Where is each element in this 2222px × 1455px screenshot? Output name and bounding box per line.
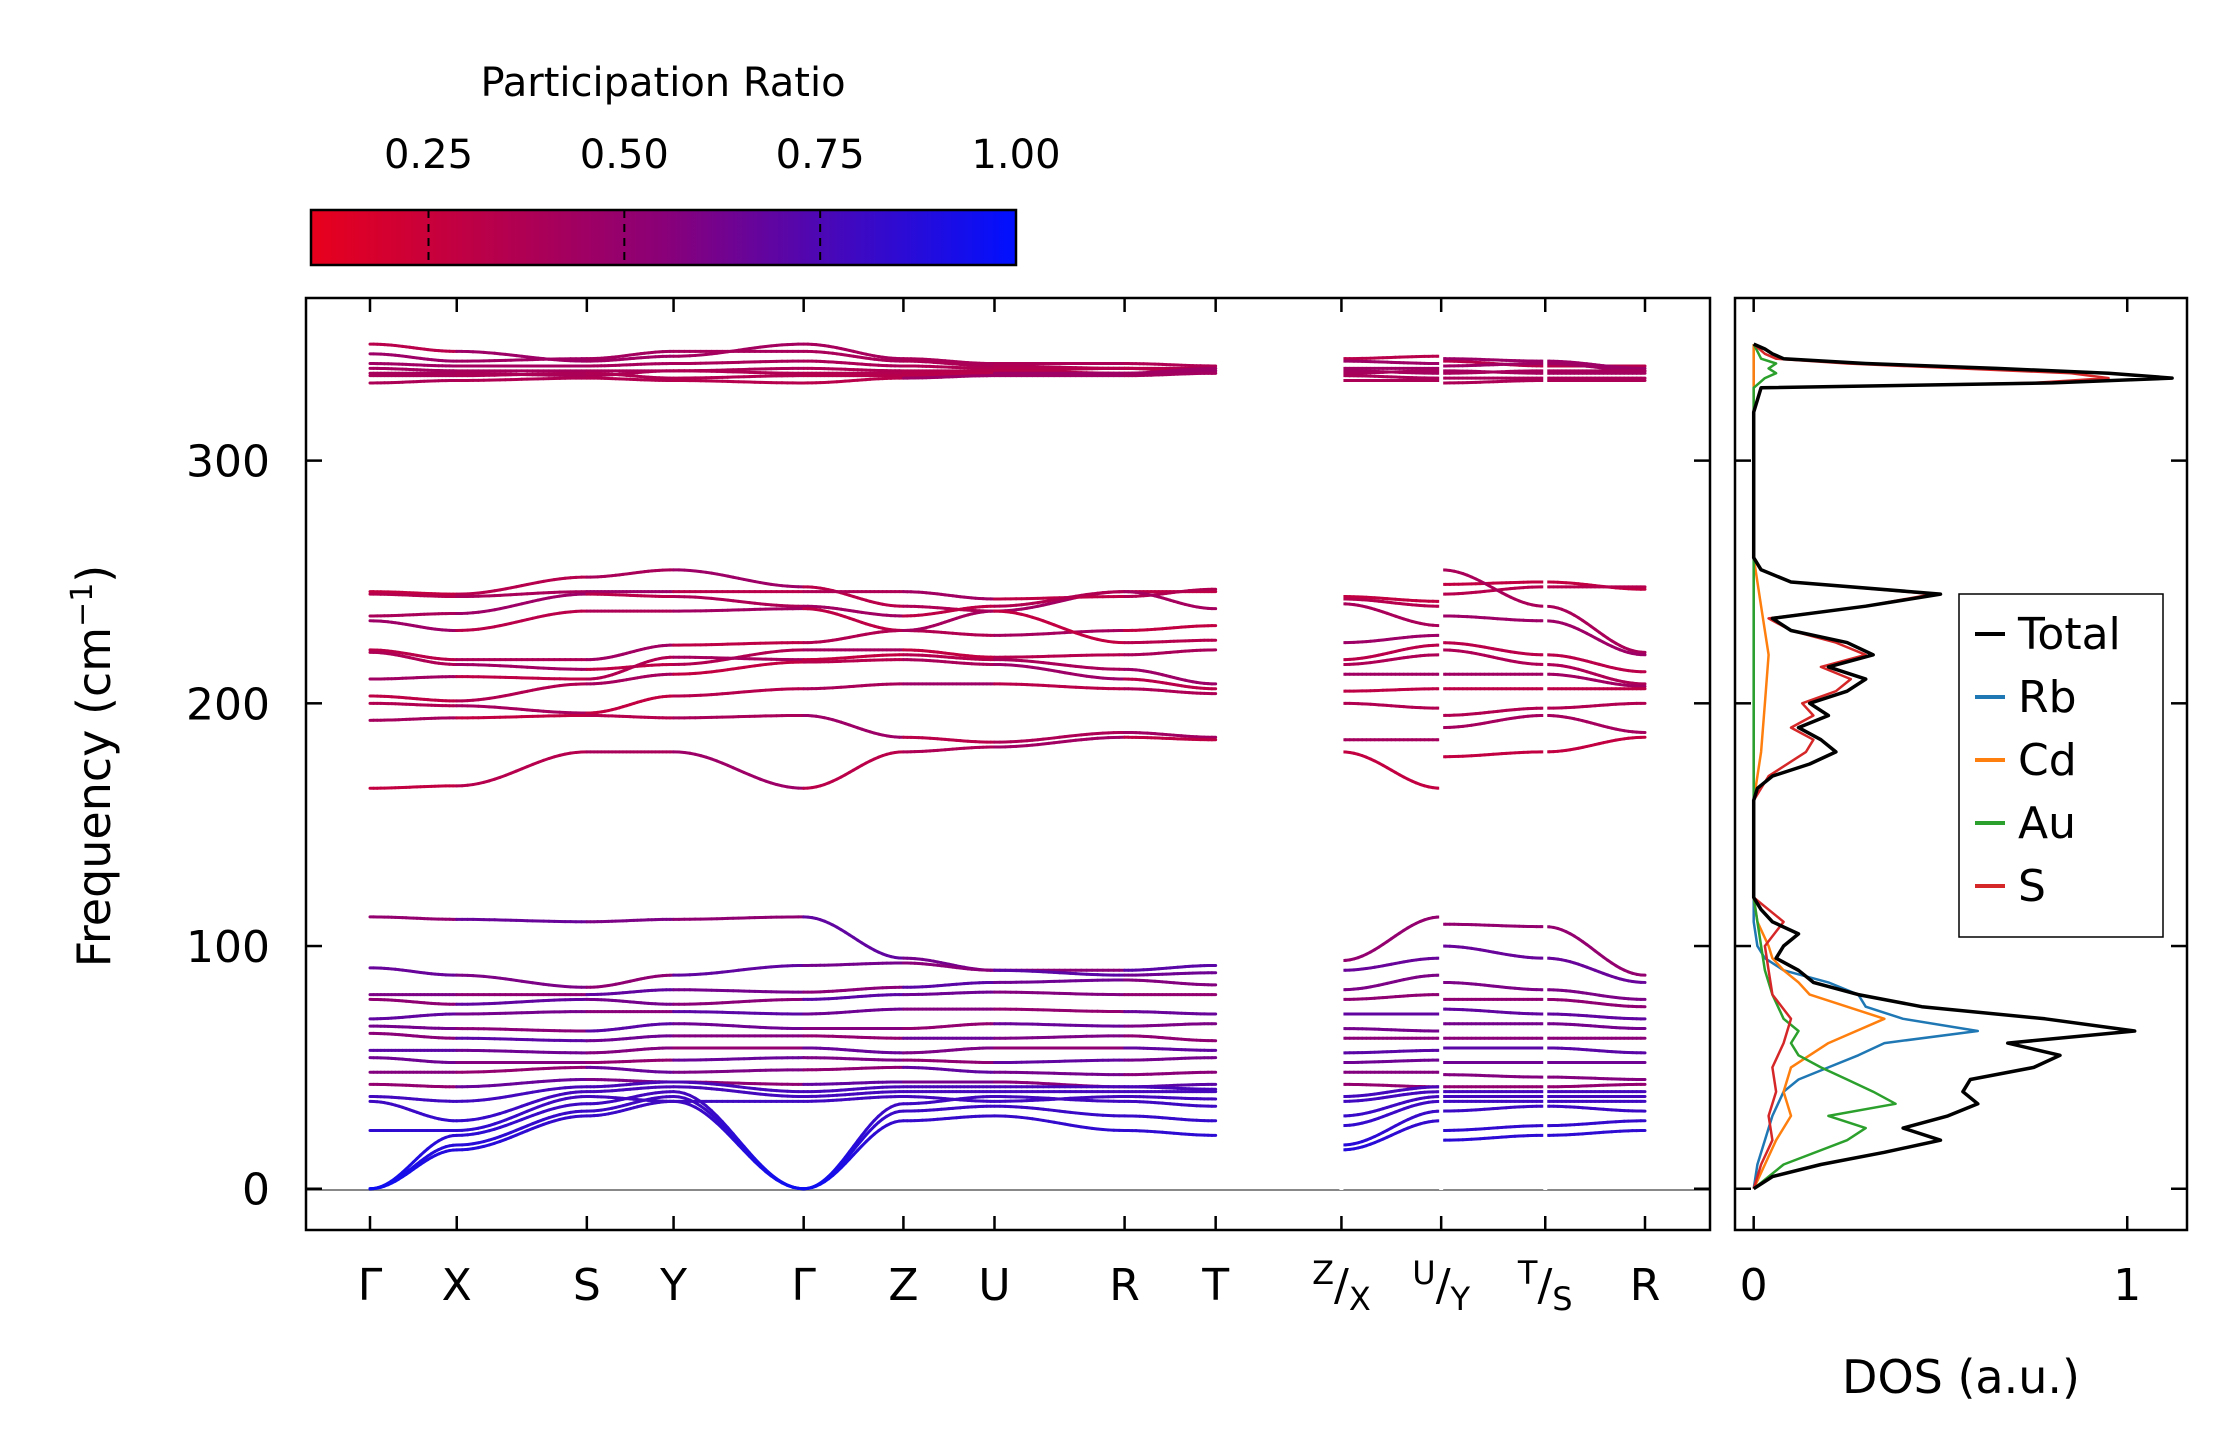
colorbar-title: Participation Ratio [480,60,845,106]
colorbar-tick-label: 0.25 [384,132,473,178]
colorbar-tick-label: 1.00 [971,132,1060,178]
colorbar-gradient [309,208,1018,267]
colorbar-tick-label: 0.50 [580,132,669,178]
colorbar: Participation Ratio 0.25 0.50 0.75 1.00 [309,60,1061,267]
phonon-bands [368,338,1647,1191]
colorbar-tick-label: 0.75 [776,132,865,178]
